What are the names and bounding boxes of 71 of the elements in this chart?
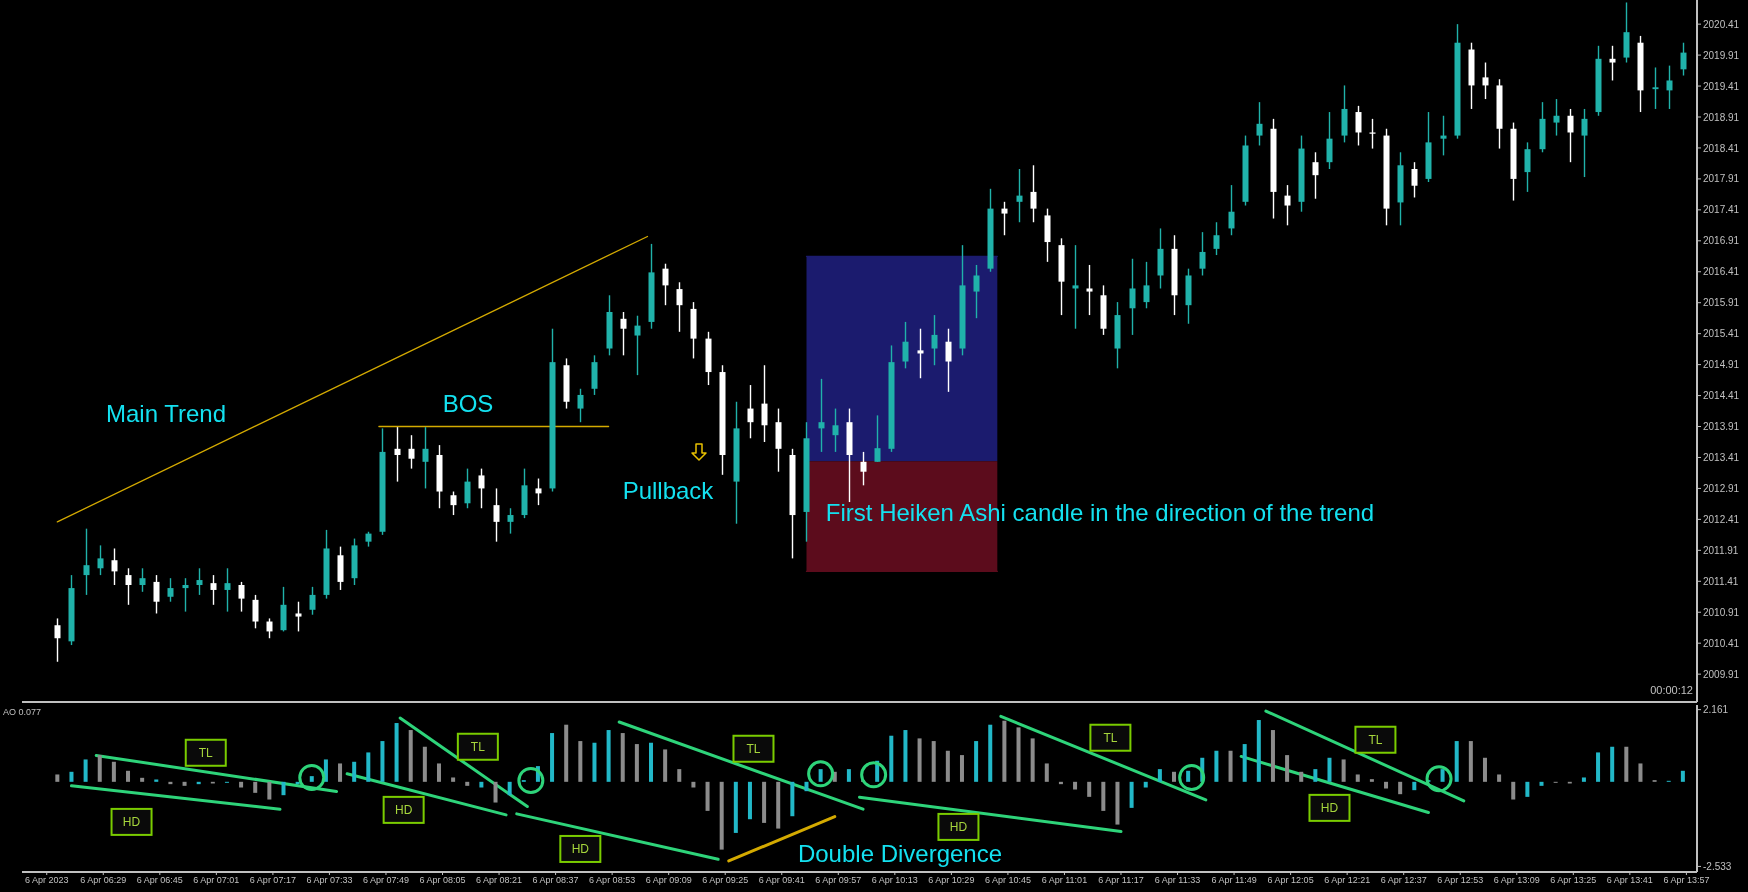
x-tick-label: 6 Apr 07:33 xyxy=(306,875,353,886)
x-tick-label: 6 Apr 12:37 xyxy=(1380,875,1427,886)
y-tick-label: 2011.91 xyxy=(1703,544,1739,556)
x-tick-label: 6 Apr 09:57 xyxy=(815,875,862,886)
y-tick-label: 2018.91 xyxy=(1703,111,1740,123)
annotation: Main Trend xyxy=(105,399,227,427)
x-tick-label: 6 Apr 07:01 xyxy=(193,875,240,886)
y-tick-label: 2018.41 xyxy=(1703,142,1740,154)
x-tick-label: 6 Apr 09:25 xyxy=(702,875,749,886)
x-tick-label: 6 Apr 08:53 xyxy=(589,875,636,886)
x-tick-label: 6 Apr 08:37 xyxy=(532,875,579,886)
annotation: Pullback xyxy=(622,476,715,504)
x-tick-label: 6 Apr 07:49 xyxy=(362,875,409,886)
y-tick-label: 2019.91 xyxy=(1703,49,1740,61)
x-tick-label: 6 Apr 2023 xyxy=(24,875,69,886)
x-tick-label: 6 Apr 11:01 xyxy=(1041,875,1088,886)
annotation: HD xyxy=(394,802,413,817)
y-tick-label: 2012.41 xyxy=(1703,513,1740,525)
y-tick-label: 2010.41 xyxy=(1703,637,1740,649)
annotation: Double Divergence xyxy=(797,839,1003,867)
x-tick-label: 6 Apr 13:25 xyxy=(1550,875,1597,886)
y-tick-label: 2009.91 xyxy=(1703,668,1740,680)
x-tick-label: 6 Apr 13:57 xyxy=(1663,875,1710,886)
y-tick-label: 2016.91 xyxy=(1703,235,1740,247)
y-tick-label: 2011.41 xyxy=(1703,575,1739,587)
y-tick-label: 2010.91 xyxy=(1703,606,1740,618)
x-tick-label: 6 Apr 12:53 xyxy=(1437,875,1484,886)
x-tick-label: 6 Apr 09:09 xyxy=(645,875,692,886)
x-tick-label: 6 Apr 06:29 xyxy=(80,875,127,886)
y-tick-label: 2016.41 xyxy=(1703,266,1740,278)
y-tick-label: 2014.41 xyxy=(1703,390,1740,402)
x-tick-label: 6 Apr 12:21 xyxy=(1324,875,1371,886)
y-tick-label: 2020.41 xyxy=(1703,18,1740,30)
y-tick-label: 2015.41 xyxy=(1703,328,1740,340)
x-tick-label: 6 Apr 11:49 xyxy=(1211,875,1257,886)
x-tick-label: 6 Apr 07:17 xyxy=(249,875,296,886)
annotation: First Heiken Ashi candle in the direction of the trend xyxy=(825,498,1375,526)
y-tick-label: 2017.41 xyxy=(1703,204,1740,216)
y-tick-label: 2012.91 xyxy=(1703,482,1740,494)
annotation: TL xyxy=(1368,732,1383,747)
y-tick-label: -2.533 xyxy=(1703,860,1732,872)
annotation: TL xyxy=(1103,730,1118,745)
y-tick-label: 2015.91 xyxy=(1703,297,1740,309)
x-tick-label: 6 Apr 08:05 xyxy=(419,875,466,886)
annotation: BOS xyxy=(442,389,494,417)
y-tick-label: 2019.41 xyxy=(1703,80,1740,92)
annotation: TL xyxy=(198,745,214,760)
x-tick-label: 6 Apr 10:45 xyxy=(984,875,1031,886)
annotation: TL xyxy=(746,741,761,756)
y-tick-label: 2.161 xyxy=(1703,704,1729,716)
y-tick-label: 2014.91 xyxy=(1703,359,1740,371)
annotation: 00:00:12 xyxy=(1650,684,1693,696)
x-tick-label: 6 Apr 13:09 xyxy=(1493,875,1540,886)
x-tick-label: 6 Apr 09:41 xyxy=(758,875,805,886)
x-tick-label: 6 Apr 11:33 xyxy=(1154,875,1201,886)
y-tick-label: 2013.41 xyxy=(1703,452,1740,464)
x-tick-label: 6 Apr 10:13 xyxy=(871,875,918,886)
x-tick-label: 6 Apr 08:21 xyxy=(476,875,523,886)
y-tick-label: 2017.91 xyxy=(1703,173,1740,185)
annotation: HD xyxy=(571,841,590,856)
x-tick-label: 6 Apr 13:41 xyxy=(1606,875,1653,886)
x-tick-label: 6 Apr 12:05 xyxy=(1267,875,1314,886)
annotation: TL xyxy=(470,739,486,754)
annotation: AO 0.077 xyxy=(3,707,42,717)
annotation: HD xyxy=(122,814,141,829)
annotation: HD xyxy=(949,819,968,834)
y-tick-label: 2013.91 xyxy=(1703,421,1740,433)
x-tick-label: 6 Apr 11:17 xyxy=(1098,875,1144,886)
x-tick-label: 6 Apr 10:29 xyxy=(928,875,975,886)
x-tick-label: 6 Apr 06:45 xyxy=(136,875,183,886)
annotation: HD xyxy=(1320,800,1339,815)
